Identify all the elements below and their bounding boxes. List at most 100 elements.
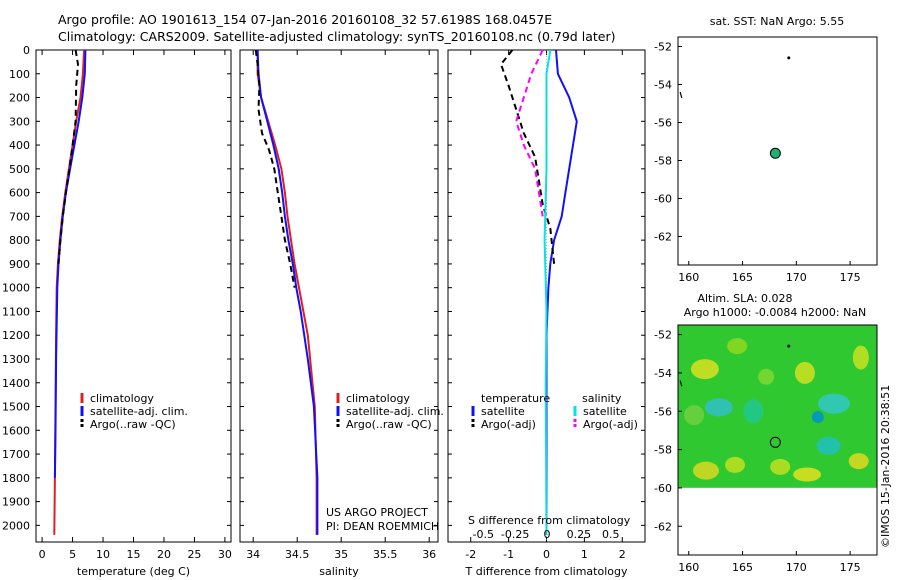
y-tick-label: 1900 bbox=[2, 496, 30, 509]
sst-map-title: sat. SST: NaN Argo: 5.55 bbox=[710, 15, 844, 28]
heatmap-cell bbox=[690, 359, 719, 380]
heatmap-cell bbox=[811, 411, 824, 423]
x-axis-label: temperature (deg C) bbox=[77, 565, 190, 578]
legend-label: Argo(-adj) bbox=[481, 418, 536, 431]
x-tick-label: 5 bbox=[69, 548, 76, 561]
legend-label: satellite-adj. clim. bbox=[90, 405, 188, 418]
previous-position-marker bbox=[787, 56, 791, 60]
imos-stamp: ©IMOS 15-Jan-2016 20:38:51 bbox=[879, 385, 892, 548]
x-tick-label: 160 bbox=[678, 561, 699, 574]
coast-fragment bbox=[679, 91, 683, 98]
x-tick-label: 10 bbox=[96, 548, 110, 561]
legend-label: Argo(-adj) bbox=[583, 418, 638, 431]
sla-map-subtitle: Argo h1000: -0.0084 h2000: NaN bbox=[684, 306, 867, 319]
x-tick-label: -2 bbox=[465, 548, 476, 561]
y-tick-label: 1200 bbox=[2, 329, 30, 342]
series-line bbox=[57, 49, 80, 264]
heatmap-cell bbox=[758, 368, 775, 385]
y-tick-label: -60 bbox=[654, 193, 672, 206]
y-tick-label: 100 bbox=[9, 68, 30, 81]
y-tick-label: 300 bbox=[9, 115, 30, 128]
legend-label: satellite bbox=[583, 405, 627, 418]
y-tick-label: 2000 bbox=[2, 519, 30, 532]
y-tick-label: -56 bbox=[654, 405, 672, 418]
previous-position-marker bbox=[787, 344, 791, 348]
series-line bbox=[53, 49, 86, 535]
figure-subtitle: Climatology: CARS2009. Satellite-adjuste… bbox=[58, 29, 616, 44]
x-tick-label: 25 bbox=[187, 548, 201, 561]
figure-title: Argo profile: AO 1901613_154 07-Jan-2016… bbox=[58, 12, 553, 27]
x-tick-label: 165 bbox=[732, 561, 753, 574]
heatmap-cell bbox=[817, 393, 850, 414]
legend-heading: salinity bbox=[582, 392, 622, 405]
legend-label: Argo(..raw -QC) bbox=[90, 418, 176, 431]
map-frame bbox=[677, 36, 878, 266]
y-tick-label: -58 bbox=[654, 155, 672, 168]
y-tick-label: -52 bbox=[654, 41, 672, 54]
x-tick-label: 170 bbox=[786, 561, 807, 574]
heatmap-cell bbox=[684, 405, 705, 426]
x-tick-label: 15 bbox=[127, 548, 141, 561]
x-tick-label: 175 bbox=[840, 561, 861, 574]
y-tick-label: -54 bbox=[654, 79, 672, 92]
heatmap-cell bbox=[743, 399, 764, 424]
y-tick-label: 1400 bbox=[2, 377, 30, 390]
heatmap-cell bbox=[794, 361, 815, 384]
y-tick-label: 1300 bbox=[2, 353, 30, 366]
y-tick-label: -52 bbox=[654, 329, 672, 342]
y-tick-label: 1700 bbox=[2, 448, 30, 461]
y-tick-label: 1800 bbox=[2, 472, 30, 485]
sla-heatmap bbox=[678, 325, 877, 488]
s-tick-label: -0.5 bbox=[473, 528, 494, 541]
series-line bbox=[545, 49, 578, 535]
s-tick-label: 0.5 bbox=[602, 528, 620, 541]
heatmap-cell bbox=[692, 461, 719, 480]
x-tick-label: 20 bbox=[157, 548, 171, 561]
heatmap-cell bbox=[770, 458, 791, 475]
legend-label: satellite bbox=[481, 405, 525, 418]
y-tick-label: -56 bbox=[654, 117, 672, 130]
y-tick-label: -54 bbox=[654, 367, 672, 380]
x-tick-label: 35 bbox=[334, 548, 348, 561]
y-tick-label: -60 bbox=[654, 482, 672, 495]
x-tick-label: 0 bbox=[39, 548, 46, 561]
legend-label: satellite-adj. clim. bbox=[346, 405, 444, 418]
x-tick-label: 175 bbox=[840, 271, 861, 284]
x-tick-label: -1 bbox=[503, 548, 514, 561]
sla-map-title: Altim. SLA: 0.028 bbox=[697, 292, 792, 305]
map-frame bbox=[677, 324, 878, 556]
float-position-marker bbox=[769, 436, 781, 448]
y-tick-label: 200 bbox=[9, 92, 30, 105]
panel-frame bbox=[239, 49, 439, 543]
y-tick-label: 0 bbox=[23, 44, 30, 57]
x-axis-label: salinity bbox=[319, 565, 359, 578]
series-line bbox=[499, 49, 556, 265]
y-tick-label: 1000 bbox=[2, 282, 30, 295]
x-tick-label: 165 bbox=[732, 271, 753, 284]
heatmap-cell bbox=[727, 338, 748, 355]
float-position-marker bbox=[769, 147, 781, 159]
x-tick-label: 2 bbox=[619, 548, 626, 561]
s-tick-label: -0.25 bbox=[501, 528, 529, 541]
x-tick-label: 35.5 bbox=[373, 548, 398, 561]
pi-annotation: PI: DEAN ROEMMICH bbox=[326, 520, 439, 533]
y-tick-label: -58 bbox=[654, 444, 672, 457]
heatmap-cell bbox=[793, 467, 822, 482]
x-tick-label: 30 bbox=[218, 548, 232, 561]
panel-frame bbox=[35, 49, 232, 543]
heatmap-cell bbox=[816, 436, 841, 455]
y-tick-label: 1100 bbox=[2, 305, 30, 318]
legend-label: climatology bbox=[90, 392, 154, 405]
series-line bbox=[254, 49, 296, 288]
y-tick-label: 700 bbox=[9, 210, 30, 223]
series-line bbox=[256, 50, 318, 535]
series-line bbox=[543, 49, 552, 535]
y-tick-label: 800 bbox=[9, 234, 30, 247]
heatmap-cell bbox=[725, 456, 746, 473]
x-tick-label: 34.5 bbox=[285, 548, 310, 561]
y-tick-label: 900 bbox=[9, 258, 30, 271]
y-tick-label: 400 bbox=[9, 139, 30, 152]
y-tick-label: 1500 bbox=[2, 401, 30, 414]
